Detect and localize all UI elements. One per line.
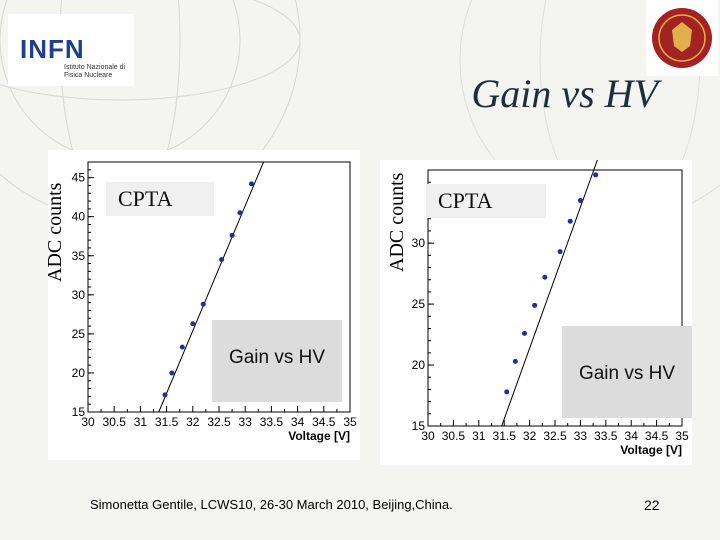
chart-1-x-tick-label: 32 <box>523 429 537 443</box>
chart-0-data-point <box>162 392 168 398</box>
chart-0-x-tick-label: 30.5 <box>103 415 127 429</box>
chart-1-data-point <box>522 330 528 336</box>
chart-0-data-point <box>200 301 206 307</box>
infn-logo-subtitle: Istituto Nazionale di Fisica Nucleare <box>64 64 126 79</box>
chart-0-y-tick-label: 35 <box>72 249 86 263</box>
chart-1-y-tick-label: 15 <box>412 419 426 433</box>
chart-0-x-tick-label: 33.5 <box>260 415 284 429</box>
chart-0-y-tick-label: 40 <box>72 210 86 224</box>
chart-0-data-point <box>190 321 196 327</box>
chart-1-x-tick-label: 33 <box>574 429 588 443</box>
chart-1-x-tick-label: 34.5 <box>645 429 669 443</box>
chart-0-x-tick-label: 32.5 <box>207 415 231 429</box>
chart-1-data-point <box>593 172 599 178</box>
chart-0-x-tick-label: 31 <box>134 415 148 429</box>
chart-1-x-tick-label: 33.5 <box>594 429 618 443</box>
chart-left-svg: 30 30.5 31 31.5 32 32.5 33 33.5 34 34.5 35 15 20 25 30… <box>72 161 357 443</box>
page-number: 22 <box>644 497 660 513</box>
chart-0-data-point <box>169 370 175 376</box>
chart-right-cpta-label: CPTA <box>426 184 546 218</box>
chart-0-y-tick-label: 20 <box>72 366 86 380</box>
chart-0-y-tick-label: 15 <box>72 405 86 419</box>
infn-logo: INFN Istituto Nazionale di Fisica Nuclea… <box>8 14 134 86</box>
chart-0-y-tick-label: 25 <box>72 327 86 341</box>
chart-0-x-tick-label: 33 <box>239 415 253 429</box>
chart-right-svg: 30 30.5 31 31.5 32 32.5 33 33.5 34 34.5 35 15 20 25 30… <box>412 157 689 457</box>
chart-0-x-tick-label: 32 <box>186 415 200 429</box>
chart-1-data-point <box>567 218 573 224</box>
chart-0-data-point <box>229 232 235 238</box>
chart-0-x-tick-label: 30 <box>81 415 95 429</box>
chart-1-fit-line <box>501 157 599 427</box>
chart-0-x-tick-label: 34 <box>291 415 305 429</box>
chart-0-fit-line <box>158 161 265 413</box>
infn-logo-text: INFN <box>20 34 85 64</box>
chart-1-x-tick-label: 35 <box>675 429 689 443</box>
chart-1-data-point <box>504 389 510 395</box>
chart-0-data-point <box>219 257 225 263</box>
chart-1-x-tick-label: 31 <box>472 429 486 443</box>
chart-1-x-tick-label: 31.5 <box>493 429 517 443</box>
chart-right-gain-vs-hv-label: Gain vs HV <box>562 326 692 418</box>
chart-left-cpta-label: CPTA <box>106 182 214 216</box>
university-seal-logo <box>646 0 718 76</box>
chart-1-data-point <box>577 197 583 203</box>
chart-0-y-tick-label: 30 <box>72 288 86 302</box>
chart-0-x-tick-label: 31.5 <box>155 415 179 429</box>
chart-1-data-point <box>512 358 518 364</box>
chart-0-x-axis-label: Voltage [V] <box>288 429 350 443</box>
chart-left-gain-vs-hv-label: Gain vs HV <box>212 320 342 402</box>
chart-0-data-point <box>237 210 243 216</box>
chart-1-x-tick-label: 32.5 <box>543 429 567 443</box>
chart-1-x-tick-label: 30 <box>421 429 435 443</box>
chart-1-data-point <box>557 249 563 255</box>
chart-1-y-tick-label: 30 <box>412 236 426 250</box>
chart-1-x-tick-label: 30.5 <box>442 429 466 443</box>
chart-1-x-axis-label: Voltage [V] <box>620 443 682 457</box>
chart-1-data-point <box>532 302 538 308</box>
chart-0-data-point <box>248 181 254 187</box>
chart-0-x-tick-label: 35 <box>343 415 357 429</box>
chart-0-data-point <box>179 344 185 350</box>
chart-left-y-axis-label: ADC counts <box>44 182 66 282</box>
chart-1-y-tick-label: 25 <box>412 297 426 311</box>
chart-0-x-tick-label: 34.5 <box>312 415 336 429</box>
chart-0-y-tick-label: 45 <box>72 171 86 185</box>
chart-1-x-tick-label: 34 <box>625 429 639 443</box>
chart-right-y-axis-label: ADC counts <box>386 172 408 272</box>
chart-1-y-tick-label: 20 <box>412 358 426 372</box>
footer-text: Simonetta Gentile, LCWS10, 26-30 March 2… <box>90 497 453 512</box>
chart-1-data-point <box>542 274 548 280</box>
slide-title: Gain vs HV <box>471 71 658 116</box>
